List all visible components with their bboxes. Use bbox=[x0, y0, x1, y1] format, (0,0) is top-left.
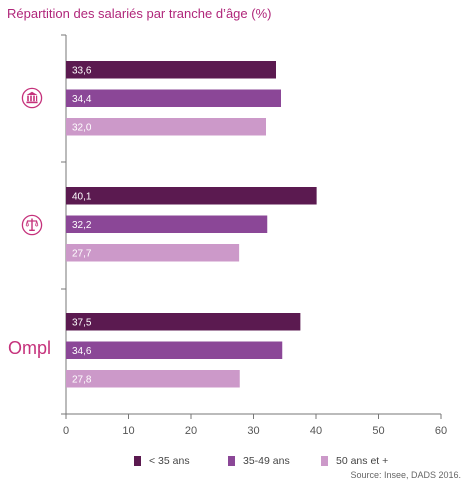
bar bbox=[66, 341, 283, 359]
bar-value-label: 37,5 bbox=[72, 317, 92, 328]
bar bbox=[66, 244, 240, 262]
scales-of-justice-icon bbox=[21, 214, 43, 236]
x-tick-label: 50 bbox=[372, 425, 384, 437]
source-note: Source: Insee, DADS 2016. bbox=[350, 470, 461, 480]
bar bbox=[66, 313, 301, 331]
legend-swatch bbox=[134, 456, 141, 466]
bar bbox=[66, 89, 281, 107]
svg-text:Ompl: Ompl bbox=[8, 338, 51, 358]
chart-title: Répartition des salariés par tranche d’â… bbox=[7, 6, 272, 21]
legend: < 35 ans 35-49 ans 50 ans et + bbox=[0, 455, 470, 469]
x-tick-label: 20 bbox=[185, 425, 197, 437]
x-tick-label: 10 bbox=[122, 425, 134, 437]
x-tick-label: 0 bbox=[63, 425, 69, 437]
ompl-logo: Ompl bbox=[8, 338, 51, 358]
bar-value-label: 27,8 bbox=[72, 374, 92, 385]
legend-item-50-plus: 50 ans et + bbox=[321, 455, 388, 467]
bar-value-label: 40,1 bbox=[72, 191, 92, 202]
bar-value-label: 34,4 bbox=[72, 94, 92, 105]
bar-value-label: 33,6 bbox=[72, 65, 92, 76]
x-tick-label: 40 bbox=[310, 425, 322, 437]
bar bbox=[66, 187, 317, 205]
bar-value-label: 34,6 bbox=[72, 346, 92, 357]
legend-label: 50 ans et + bbox=[336, 455, 389, 467]
bar-value-label: 32,2 bbox=[72, 220, 92, 231]
bar-value-label: 32,0 bbox=[72, 122, 92, 133]
legend-label: 35-49 ans bbox=[243, 455, 290, 467]
legend-swatch bbox=[321, 456, 328, 466]
x-tick-label: 60 bbox=[435, 425, 447, 437]
bar bbox=[66, 370, 240, 388]
bar bbox=[66, 61, 276, 79]
bar bbox=[66, 215, 268, 233]
legend-item-35-49: 35-49 ans bbox=[228, 455, 290, 467]
x-tick-label: 30 bbox=[247, 425, 259, 437]
legend-swatch bbox=[228, 456, 235, 466]
bar-value-label: 27,7 bbox=[72, 248, 92, 259]
legend-label: < 35 ans bbox=[149, 455, 190, 467]
legend-item-under-35: < 35 ans bbox=[134, 455, 190, 467]
bank-building-icon bbox=[21, 87, 43, 109]
bar bbox=[66, 118, 266, 136]
